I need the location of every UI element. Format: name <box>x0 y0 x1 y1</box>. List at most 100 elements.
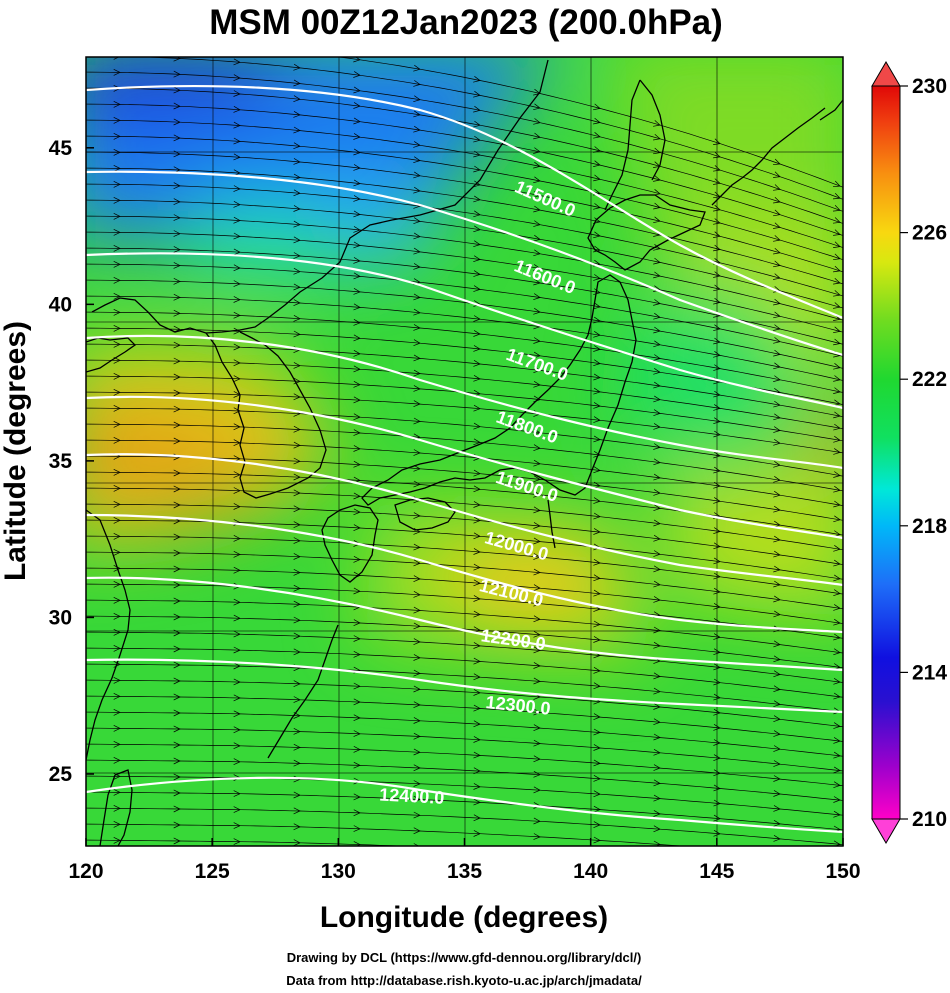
x-tick-label: 135 <box>447 860 482 883</box>
wind-arrowhead <box>533 234 541 242</box>
wind-arrowhead <box>473 532 481 540</box>
wind-arrowhead <box>533 522 541 529</box>
wind-arrowhead <box>653 779 661 787</box>
wind-arrowhead <box>593 387 601 395</box>
wind-arrowhead <box>653 489 661 496</box>
wind-arrowhead <box>413 717 421 724</box>
wind-arrowhead <box>533 351 541 359</box>
wind-streamline <box>86 103 843 236</box>
wind-arrowhead <box>233 280 241 287</box>
wind-arrowhead <box>713 404 721 411</box>
wind-arrowhead <box>473 501 481 508</box>
wind-arrowhead <box>533 506 541 514</box>
wind-arrowhead <box>593 245 601 253</box>
wind-arrowhead <box>593 682 601 690</box>
wind-arrowhead <box>353 492 361 500</box>
wind-streamline <box>86 471 843 536</box>
wind-arrowhead <box>773 461 781 468</box>
wind-arrowhead <box>233 296 241 303</box>
wind-streamline <box>86 231 843 333</box>
wind-arrowhead <box>773 184 781 191</box>
wind-arrowhead <box>713 542 721 550</box>
wind-arrowhead <box>233 487 241 494</box>
y-tick-label: 45 <box>49 137 73 160</box>
wind-arrowhead <box>113 212 121 220</box>
contour-line <box>86 513 843 634</box>
wind-streamline <box>86 567 843 624</box>
wind-arrowhead <box>113 740 121 748</box>
wind-arrowhead <box>293 63 301 71</box>
wind-arrowhead <box>773 490 781 498</box>
wind-arrowhead <box>293 126 301 134</box>
wind-arrowhead <box>173 693 181 701</box>
wind-arrowhead <box>653 202 661 210</box>
coastline-continent <box>91 59 549 334</box>
wind-arrowhead <box>773 209 781 217</box>
wind-arrowhead <box>413 654 421 661</box>
colorbar-min-arrow <box>871 818 901 844</box>
wind-arrowhead <box>113 420 121 428</box>
wind-arrowhead <box>353 86 361 94</box>
wind-arrowhead <box>713 557 721 565</box>
wind-arrowhead <box>774 865 781 871</box>
y-tick-label: 35 <box>49 450 73 473</box>
wind-arrowhead <box>833 618 841 626</box>
wind-arrowhead <box>413 638 421 646</box>
wind-arrowhead <box>654 872 661 878</box>
wind-arrowhead <box>473 180 481 188</box>
wind-arrowhead <box>533 739 541 747</box>
wind-arrowhead <box>533 786 541 794</box>
wind-arrowhead <box>173 805 181 813</box>
wind-arrowhead <box>173 661 181 669</box>
wind-arrowhead <box>832 217 841 224</box>
wind-arrowhead <box>713 769 721 777</box>
wind-arrowhead <box>353 396 361 404</box>
wind-arrowhead <box>713 814 721 822</box>
wind-arrowhead <box>353 745 361 753</box>
wind-arrowhead <box>473 720 481 728</box>
wind-arrowhead <box>173 741 181 749</box>
colorbar: 230 226 222 218 214 210 <box>871 61 947 844</box>
wind-streamline <box>86 487 843 551</box>
wind-arrowhead <box>653 409 661 417</box>
wind-arrowhead <box>233 550 241 558</box>
wind-streamline <box>336 57 843 188</box>
wind-arrowhead <box>473 704 481 712</box>
wind-arrowhead <box>473 150 481 158</box>
wind-arrowhead <box>774 850 781 856</box>
colorbar-tick-label: 214 <box>912 661 947 684</box>
wind-arrowhead <box>173 150 181 158</box>
wind-streamline <box>86 151 843 273</box>
wind-arrowhead <box>713 284 721 292</box>
wind-arrowhead <box>233 248 241 256</box>
wind-arrowhead <box>353 195 361 202</box>
wind-arrowhead <box>653 580 661 588</box>
wind-arrowhead <box>833 471 841 478</box>
wind-arrowhead <box>833 515 841 523</box>
contour-line <box>86 170 843 357</box>
wind-arrowhead <box>173 645 181 653</box>
wind-streamline <box>86 119 843 248</box>
wind-arrowhead <box>173 437 181 445</box>
wind-arrowhead <box>533 147 541 154</box>
coastlines <box>86 59 843 846</box>
wind-arrowhead <box>113 516 121 524</box>
wind-streamline <box>86 727 843 772</box>
wind-arrowhead <box>473 240 481 248</box>
wind-arrowhead <box>653 368 661 375</box>
wind-arrowhead <box>593 373 601 381</box>
wind-arrowhead <box>293 807 301 815</box>
wind-arrowhead <box>713 708 721 716</box>
wind-arrowhead <box>113 644 121 652</box>
wind-arrowhead <box>773 375 781 382</box>
wind-arrowhead <box>353 318 361 326</box>
wind-arrowhead <box>593 316 601 324</box>
wind-arrowhead <box>773 550 781 558</box>
wind-arrowhead <box>353 226 361 233</box>
wind-streamline <box>86 183 843 297</box>
wind-arrowhead <box>233 838 241 845</box>
wind-arrowhead <box>773 580 781 588</box>
wind-arrowhead <box>113 788 121 796</box>
wind-arrowhead <box>653 423 661 430</box>
wind-arrowhead <box>473 563 481 571</box>
